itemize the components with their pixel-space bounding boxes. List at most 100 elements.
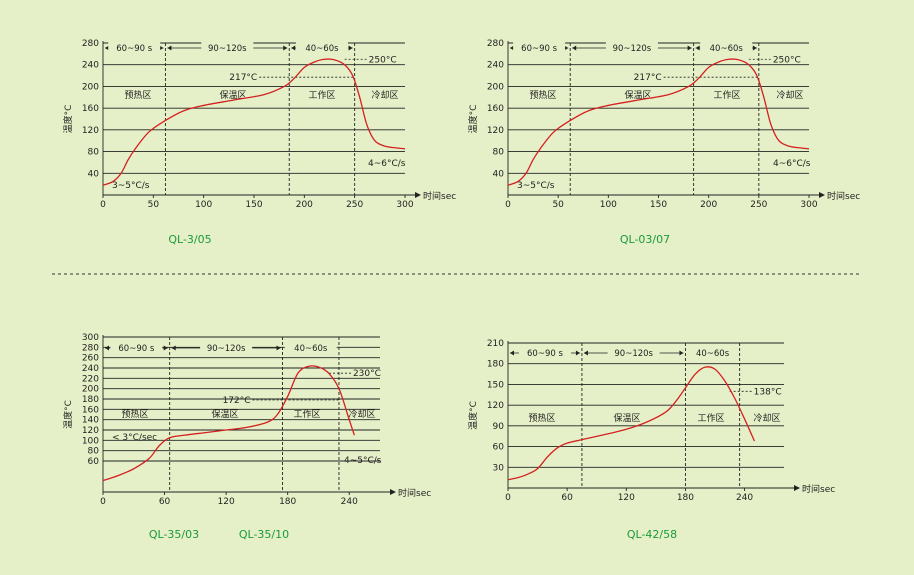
- chart1-xtick-label: 50: [148, 200, 160, 210]
- chart2-phase-arrowhead: [695, 45, 700, 51]
- chart3-xtick-label: 120: [218, 497, 235, 507]
- chart3-ytick-label: 120: [82, 426, 99, 436]
- chart3-ytick-label: 180: [82, 395, 99, 405]
- chart1-phase-arrowhead: [291, 45, 296, 51]
- chart4-phase-label-bg: [518, 347, 571, 357]
- chart1-ytick-label: 240: [82, 61, 99, 71]
- chart1-peak-label: 250°C: [369, 55, 397, 65]
- chart1-ytick-label: 280: [82, 39, 99, 49]
- chart3-phase-label-bg: [284, 342, 337, 352]
- chart2-phase-label: 90~120s: [613, 44, 652, 54]
- chart1-threshold-label: 217°C: [229, 73, 257, 83]
- chart2-zone-label: 工作区: [713, 89, 740, 101]
- chart4-ytick-label: 60: [493, 443, 505, 453]
- chart1-ytick-label: 40: [88, 169, 100, 179]
- chart3-ytick-label: 260: [82, 354, 99, 364]
- chart1-zone-label: 保温区: [219, 89, 246, 101]
- chart2-threshold-label: 217°C: [634, 73, 662, 83]
- chart2-zone-label: 保温区: [624, 89, 651, 101]
- chart1-ytick-label: 120: [82, 126, 99, 136]
- chart4-xtick-label: 240: [736, 493, 753, 503]
- chart2-xtick-label: 200: [700, 200, 717, 210]
- chart4-zone-label: 工作区: [697, 412, 724, 424]
- chart1-zone-label: 工作区: [308, 89, 335, 101]
- chart3-ytick-label: 220: [82, 374, 99, 384]
- chart4-ytick-label: 90: [493, 422, 505, 432]
- chart1-phase-arrowhead: [159, 45, 164, 51]
- chart3-ytick-label: 100: [82, 436, 99, 446]
- chart4-phase-label-bg: [607, 347, 660, 357]
- chart1-xtick-label: 0: [100, 200, 106, 210]
- chart4-zone-label: 保温区: [613, 412, 640, 424]
- chart2-zone-label: 冷却区: [776, 89, 803, 101]
- chart2-phase-arrowhead: [572, 45, 577, 51]
- chart3-caption-2: QL-35/10: [239, 528, 289, 541]
- chart2-heating-rate: 3~5°C/s: [517, 181, 555, 191]
- chart2-phase-arrowhead: [752, 45, 757, 51]
- chart4-x-axis-arrow: [794, 485, 800, 491]
- chart3-zone-label: 保温区: [211, 408, 238, 420]
- chart2-phase-arrowhead: [564, 45, 569, 51]
- chart2-caption: QL-03/07: [620, 233, 670, 246]
- chart1-x-axis-arrow: [415, 192, 421, 198]
- chart3-phase-arrowhead: [163, 345, 168, 351]
- chart3-xlabel: 时间sec: [398, 487, 431, 499]
- chart2-phase-label-bg: [513, 42, 566, 52]
- chart4-ytick-label: 30: [493, 463, 505, 473]
- chart3-phase-arrowhead: [276, 345, 281, 351]
- chart2-phase-arrowhead: [510, 45, 514, 51]
- chart2-xtick-label: 250: [750, 200, 767, 210]
- chart3-ytick-label: 80: [88, 447, 100, 457]
- chart3-ytick-label: 300: [82, 333, 99, 343]
- chart3-peak-label: 230°C: [353, 369, 381, 379]
- chart4-caption: QL-42/58: [627, 528, 677, 541]
- chart3-phase-label: 90~120s: [207, 344, 246, 354]
- chart3-phase-label: 60~90 s: [118, 344, 154, 354]
- chart4-xlabel: 时间sec: [802, 483, 835, 495]
- chart4-ytick-label: 210: [487, 339, 504, 349]
- chart4-phase-arrowhead: [575, 350, 580, 356]
- chart1-phase-arrowhead: [348, 45, 353, 51]
- chart4-ytick-label: 120: [487, 401, 504, 411]
- chart1-heating-rate: 3~5°C/s: [112, 181, 150, 191]
- chart1-phase-label-bg: [108, 42, 161, 52]
- chart4-phase-label-bg: [686, 347, 739, 357]
- chart1-ylabel: 温度°C: [62, 105, 74, 134]
- chart3-x-axis-arrow: [390, 489, 396, 495]
- chart3-ytick-label: 160: [82, 405, 99, 415]
- chart4-xtick-label: 180: [677, 493, 694, 503]
- chart4-peak-label: 138°C: [754, 387, 782, 397]
- chart1-xtick-label: 300: [396, 200, 413, 210]
- chart4-xtick-label: 0: [505, 493, 511, 503]
- chart1-xtick-label: 150: [245, 200, 262, 210]
- chart2-zone-label: 预热区: [529, 89, 556, 101]
- chart1-ytick-label: 160: [82, 104, 99, 114]
- chart3-zone-label: 冷却区: [348, 408, 375, 420]
- chart4-phase-arrowhead: [510, 350, 514, 356]
- chart2-phase-arrowhead: [687, 45, 692, 51]
- chart4-phase-label: 40~60s: [696, 349, 730, 359]
- chart3-heating-rate: < 3°C/sec: [112, 433, 157, 443]
- chart2-ylabel: 温度°C: [467, 105, 479, 134]
- chart3-zone-label: 工作区: [293, 408, 320, 420]
- chart1-phase-arrowhead: [283, 45, 288, 51]
- chart2-peak-label: 250°C: [773, 55, 801, 65]
- chart4-temperature-curve: [507, 366, 756, 481]
- chart1-phase-label-bg: [295, 42, 348, 52]
- chart1-temperature-curve: [102, 58, 406, 186]
- chart1-zone-label: 冷却区: [371, 89, 398, 101]
- chart4-xtick-label: 120: [618, 493, 635, 503]
- chart3-ytick-label: 60: [88, 457, 100, 467]
- chart4-ylabel: 温度°C: [467, 401, 479, 430]
- chart3-xtick-label: 240: [341, 497, 358, 507]
- chart3-zone-label: 预热区: [121, 408, 148, 420]
- chart4-phase-arrowhead: [583, 350, 588, 356]
- chart4-ytick-label: 150: [487, 380, 504, 390]
- chart2-ytick-label: 80: [493, 148, 505, 158]
- chart2-phase-label-bg: [605, 42, 658, 52]
- chart2-xtick-label: 0: [505, 200, 511, 210]
- chart3-caption: QL-35/03: [149, 528, 199, 541]
- chart1-phase-arrowhead: [167, 45, 172, 51]
- chart1-xlabel: 时间sec: [423, 190, 456, 202]
